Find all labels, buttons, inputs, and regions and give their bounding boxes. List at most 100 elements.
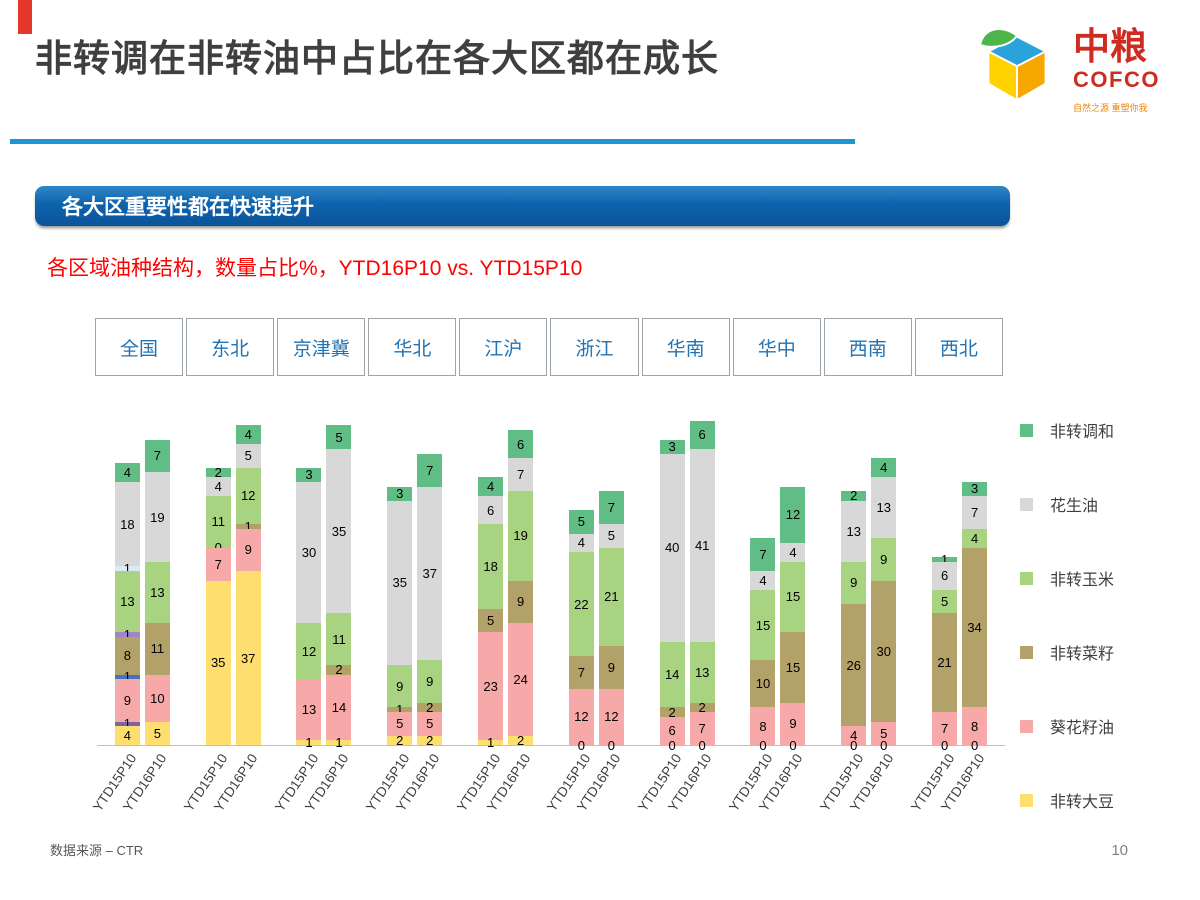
segment-value: 4	[880, 460, 888, 476]
segment-value: 4	[214, 479, 222, 495]
segment-other2: 1	[114, 670, 140, 683]
title-underline	[10, 139, 855, 144]
legend-item: 葵花籽油	[1020, 714, 1114, 738]
stacked-bar-全国-YTD15P10: 4 1 9 1 8 1 13 1 18 4 YTD15P10	[90, 463, 140, 814]
region-tab-华北: 华北	[368, 318, 457, 376]
segment-value: 1	[486, 735, 495, 751]
segment-value: 2	[426, 732, 434, 748]
segment-peanut: 35	[387, 500, 413, 666]
segment-peanut: 37	[417, 486, 443, 661]
chart-legend: 非转调和 花生油 非转玉米 非转菜籽 葵花籽油 非转大豆	[1020, 418, 1114, 812]
segment-corn: 12	[235, 467, 261, 525]
bar-group-西北: 0 7 21 5 6 1 YTD15P10 0 8 34 4 7 3 YTD16P10	[908, 405, 1005, 814]
segment-value: 13	[301, 702, 317, 718]
segment-value: 4	[789, 544, 797, 560]
segment-corn: 15	[750, 589, 776, 661]
segment-sunflower: 7	[689, 712, 715, 745]
segment-value: 26	[846, 657, 861, 673]
section-banner: 各大区重要性都在快速提升	[35, 186, 1010, 226]
segment-sunflower: 9	[235, 528, 261, 572]
segment-value: 2	[426, 699, 434, 715]
segment-soy: 4	[114, 726, 140, 745]
segment-rapeseed: 9	[598, 646, 624, 689]
segment-value: 0	[607, 737, 615, 753]
region-tab-华中: 华中	[732, 318, 821, 376]
segment-value: 10	[755, 676, 771, 692]
segment-value: 7	[153, 448, 161, 464]
segment-rapeseed: 30	[871, 580, 897, 722]
segment-corn: 11	[326, 613, 352, 666]
section-banner-text: 各大区重要性都在快速提升	[62, 196, 314, 219]
segment-value: 0	[880, 737, 888, 753]
stacked-bar-chart: 4 1 9 1 8 1 13 1 18 4 YTD15P10 5 10 11 13 19 7 YTD16P10 35…	[90, 405, 1005, 814]
stacked-bar-西北-YTD15P10: 0 7 21 5 6 1 YTD15P10	[908, 553, 958, 814]
segment-peanut: 4	[780, 542, 806, 562]
segment-value: 5	[486, 612, 495, 628]
segment-corn: 15	[780, 561, 806, 633]
segment-value: 5	[426, 716, 434, 732]
segment-value: 30	[301, 544, 317, 560]
segment-value: 1	[123, 669, 131, 685]
segment-blend: 2	[841, 488, 867, 504]
segment-value: 2	[516, 732, 525, 748]
segment-blend: 1	[932, 553, 958, 566]
segment-value: 9	[607, 659, 615, 675]
segment-value: 0	[668, 737, 676, 753]
segment-value: 7	[759, 547, 767, 563]
segment-value: 14	[331, 699, 347, 715]
segment-peanut: 40	[659, 453, 685, 642]
segment-value: 15	[785, 589, 801, 605]
stacked-bar-华中-YTD16P10: 0 9 15 15 4 12 YTD16P10	[756, 486, 806, 814]
segment-value: 0	[698, 737, 706, 753]
segment-peanut: 19	[144, 472, 170, 562]
segment-value: 1	[335, 735, 343, 751]
segment-blend: 12	[780, 486, 806, 543]
stacked-bar-京津冀-YTD15P10: 1 13 12 30 3 YTD15P10	[272, 467, 322, 814]
segment-value: 4	[577, 535, 585, 551]
stacked-bar-东北-YTD16P10: 37 9 1 12 5 4 YTD16P10	[211, 425, 261, 814]
segment-value: 9	[850, 575, 858, 591]
stacked-bar-江沪-YTD15P10: 1 23 5 18 6 4 YTD15P10	[454, 477, 504, 814]
segment-sunflower: 7	[932, 712, 958, 745]
segment-value: 14	[664, 667, 680, 683]
stacked-bar-江沪-YTD16P10: 2 24 9 19 7 6 YTD16P10	[484, 430, 534, 814]
segment-value: 2	[850, 488, 858, 504]
bar-group-华北: 2 5 1 9 35 3 YTD15P10 2 5 2 9 37 7 YTD16P10	[363, 405, 460, 814]
stacked-bar-全国-YTD16P10: 5 10 11 13 19 7 YTD16P10	[120, 439, 170, 814]
segment-rapeseed: 5	[478, 608, 504, 633]
legend-label: 非转调和	[1050, 424, 1115, 441]
region-tab-京津冀: 京津冀	[277, 318, 366, 376]
stacked-bar-华北-YTD15P10: 2 5 1 9 35 3 YTD15P10	[363, 486, 413, 814]
segment-value: 23	[483, 678, 498, 694]
stacked-bar-浙江-YTD15P10: 0 12 7 22 4 5 YTD15P10	[544, 510, 594, 814]
legend-swatch	[1020, 645, 1033, 659]
segment-value: 2	[698, 699, 706, 715]
segment-value: 11	[150, 641, 165, 657]
segment-corn: 9	[417, 660, 443, 703]
segment-blend: 4	[871, 458, 897, 478]
segment-value: 3	[305, 467, 313, 483]
segment-value: 5	[335, 429, 343, 445]
segment-corn: 19	[508, 491, 534, 581]
segment-value: 2	[335, 662, 343, 678]
segment-value: 4	[970, 530, 979, 546]
segment-peanut: 7	[962, 495, 988, 529]
segment-sunflower: 12	[568, 688, 594, 745]
segment-blend: 6	[689, 420, 715, 449]
segment-corn: 9	[387, 665, 413, 708]
segment-value: 15	[785, 659, 801, 675]
segment-value: 24	[513, 671, 528, 687]
segment-rapeseed: 1	[387, 703, 413, 716]
segment-value: 6	[698, 427, 706, 443]
region-tab-全国: 全国	[95, 318, 184, 376]
bar-group-浙江: 0 12 7 22 4 5 YTD15P10 0 12 9 21 5 7 YTD16P10	[544, 405, 642, 814]
segment-value: 8	[970, 718, 979, 734]
bar-group-西南: 0 4 26 9 13 2 YTD15P10 0 5 30 9 13 4 YTD16P10	[817, 405, 914, 814]
page-number: 10	[1111, 842, 1128, 859]
segment-rapeseed: 8	[114, 636, 140, 675]
segment-value: 1	[940, 551, 949, 567]
segment-corn: 13	[689, 641, 715, 703]
segment-value: 4	[123, 728, 131, 744]
segment-value: 1	[305, 735, 313, 751]
segment-value: 19	[513, 528, 528, 544]
